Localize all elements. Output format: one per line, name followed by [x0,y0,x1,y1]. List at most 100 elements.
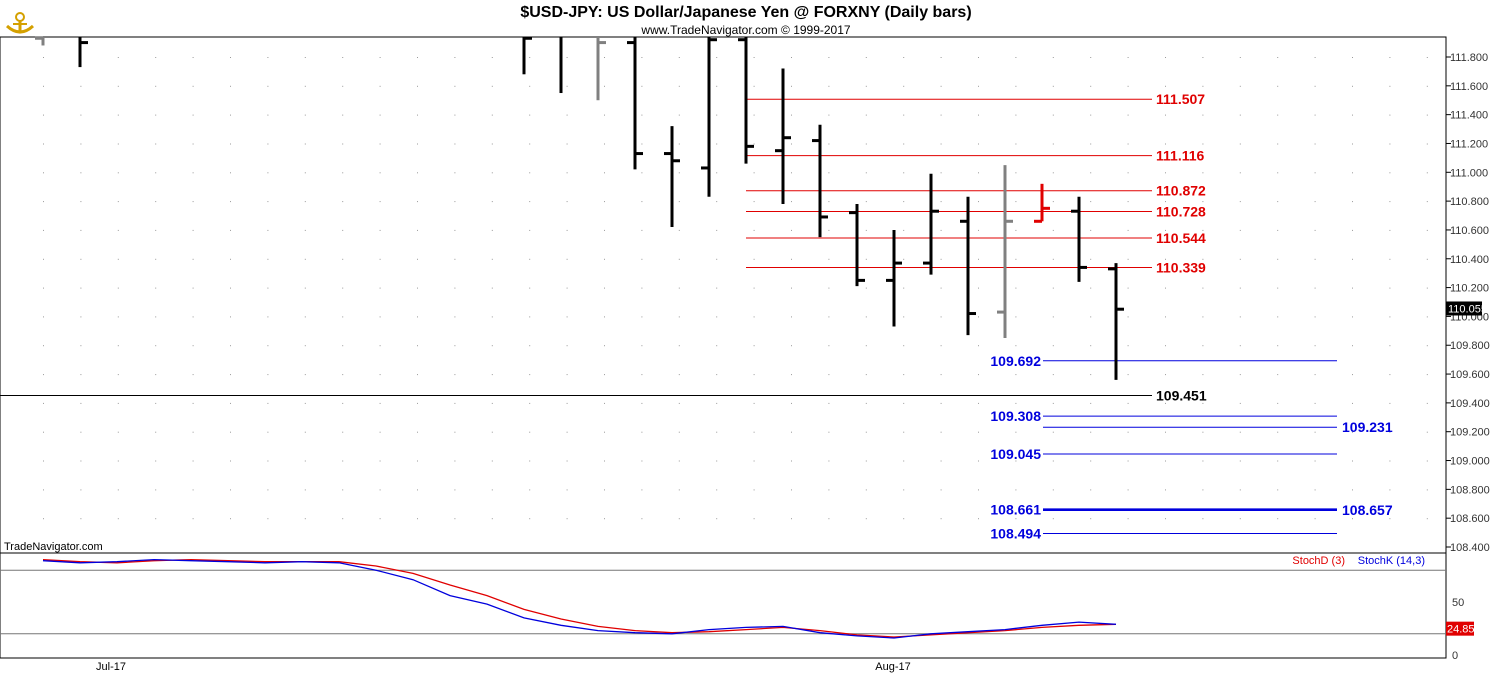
grid-dot [1052,258,1054,260]
grid-dot [491,460,493,462]
grid-dot [1239,258,1241,260]
grid-dot [641,201,643,203]
grid-dot [604,518,605,520]
grid-dot [1202,229,1204,231]
grid-dot [1202,402,1204,404]
grid-dot [1090,201,1092,203]
ohlc-bar [812,124,828,238]
grid-dot [566,287,568,289]
grid-dot [342,143,344,145]
grid-dot [1127,518,1129,520]
grid-dot [491,114,493,116]
grid-dot [903,345,905,347]
grid-dot [491,143,493,145]
grid-dot [1389,143,1391,145]
grid-dot [978,374,979,376]
grid-dot [903,518,905,520]
grid-dot [1426,374,1428,376]
grid-dot [716,287,718,289]
grid-dot [1239,431,1241,433]
grid-dot [192,431,194,433]
grid-dot [604,229,605,231]
grid-dot [1314,229,1316,231]
grid-dot [192,85,194,87]
grid-dot [267,489,269,491]
grid-dot [454,316,456,318]
ohlc-bar [1108,263,1124,380]
grid-dot [417,172,418,174]
grid-dot [903,85,905,87]
grid-dot [1090,374,1092,376]
grid-dot [678,489,680,491]
grid-dot [1314,143,1316,145]
grid-dot [716,460,718,462]
grid-dot [1202,374,1204,376]
grid-dot [267,345,269,347]
grid-dot [1202,57,1204,58]
grid-dot [80,374,82,376]
grid-dot [454,201,456,203]
ohlc-bar [596,37,606,101]
grid-dot [716,114,718,116]
grid-dot [753,402,755,404]
grid-dot [491,489,493,491]
grid-dot [1239,287,1241,289]
grid-dot [491,374,493,376]
grid-dot [304,287,306,289]
grid-dot [865,345,867,347]
grid-dot [1052,229,1054,231]
grid-dot [1426,85,1428,87]
grid-dot [1352,431,1353,433]
grid-dot [192,114,194,116]
grid-dot [80,172,82,174]
grid-dot [604,489,605,491]
grid-dot [604,316,605,318]
grid-dot [155,258,157,260]
level-label: 110.544 [1156,230,1206,246]
grid-dot [753,172,755,174]
price-tick-label: 110.800 [1450,196,1489,208]
grid-dot [379,402,381,404]
grid-dot [828,258,830,260]
grid-dot [43,374,44,376]
grid-dot [1239,143,1241,145]
grid-dot [828,57,830,58]
grid-dot [529,316,531,318]
grid-dot [491,402,493,404]
grid-dot [379,143,381,145]
price-tick-label: 111.000 [1450,167,1488,179]
grid-dot [1202,431,1204,433]
grid-dot [753,143,755,145]
grid-dot [716,201,718,203]
grid-dot [753,85,755,87]
grid-dot [155,201,157,203]
grid-dot [304,402,306,404]
grid-dot [978,85,979,87]
grid-dot [828,402,830,404]
grid-dot [1426,229,1428,231]
grid-dot [1052,489,1054,491]
grid-dot [1314,172,1316,174]
grid-dot [155,489,157,491]
grid-dot [940,57,942,58]
grid-dot [1389,172,1391,174]
grid-dot [1352,201,1353,203]
grid-dot [865,374,867,376]
grid-dot [43,85,44,87]
grid-dot [267,85,269,87]
grid-dot [43,57,44,58]
grid-dot [828,374,830,376]
grid-dot [716,345,718,347]
grid-dot [1202,316,1204,318]
grid-dot [1165,287,1166,289]
grid-dot [1389,201,1391,203]
grid-dot [117,114,119,116]
grid-dot [1314,114,1316,116]
grid-dot [678,85,680,87]
grid-dot [1389,57,1391,58]
grid-dot [1426,431,1428,433]
grid-dot [978,143,979,145]
grid-dot [566,345,568,347]
grid-dot [604,460,605,462]
grid-dot [604,114,605,116]
